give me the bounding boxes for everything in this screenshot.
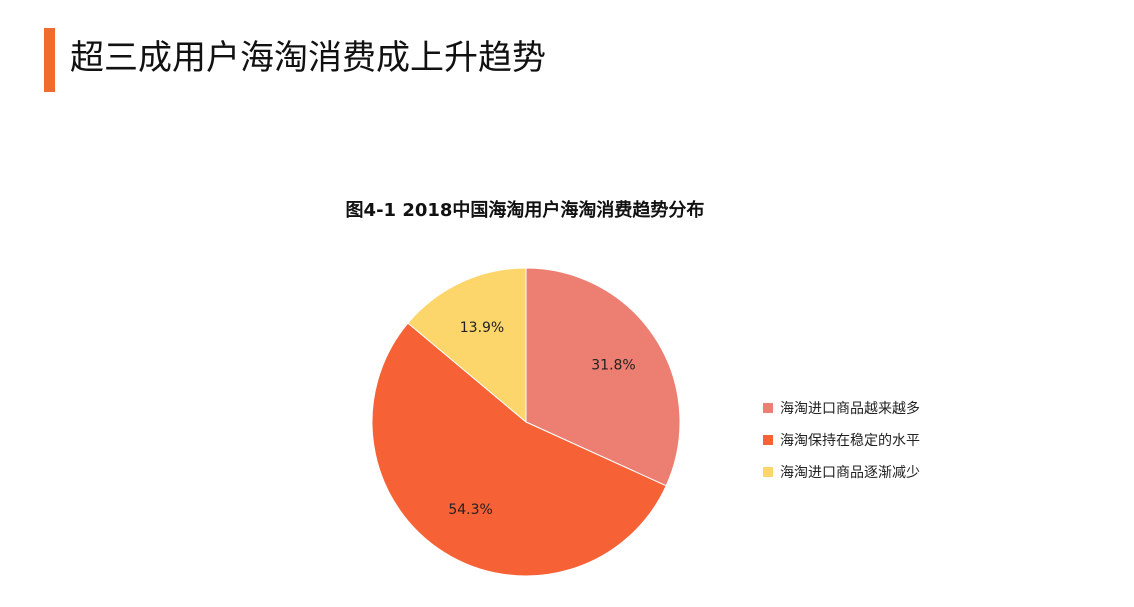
legend-item-2: 海淘保持在稳定的水平 [763, 424, 920, 456]
legend-swatch [763, 435, 773, 445]
legend-label: 海淘进口商品越来越多 [780, 401, 920, 417]
legend-item-3: 海淘进口商品逐渐减少 [763, 456, 920, 488]
title-accent-bar [44, 28, 55, 92]
legend-swatch [763, 403, 773, 413]
legend-label: 海淘进口商品逐渐减少 [780, 465, 920, 481]
pie-value-label-3: 13.9% [460, 320, 504, 336]
pie-slice-1 [525, 267, 681, 487]
legend-label: 海淘保持在稳定的水平 [780, 433, 920, 449]
pie-value-labels: 31.8% 54.3% 13.9% [448, 320, 635, 518]
pie-value-label-1: 31.8% [591, 358, 635, 374]
pie-slice-2 [371, 322, 667, 577]
pie-value-label-2: 54.3% [448, 502, 492, 518]
pie-slices [371, 267, 681, 577]
legend-swatch [763, 467, 773, 477]
legend-item-1: 海淘进口商品越来越多 [763, 392, 920, 424]
page-title: 超三成用户海淘消费成上升趋势 [70, 38, 546, 78]
chart-title: 图4-1 2018中国海淘用户海淘消费趋势分布 [345, 200, 705, 221]
chart-legend: 海淘进口商品越来越多 海淘保持在稳定的水平 海淘进口商品逐渐减少 [763, 392, 920, 488]
pie-slice-3 [407, 267, 527, 424]
